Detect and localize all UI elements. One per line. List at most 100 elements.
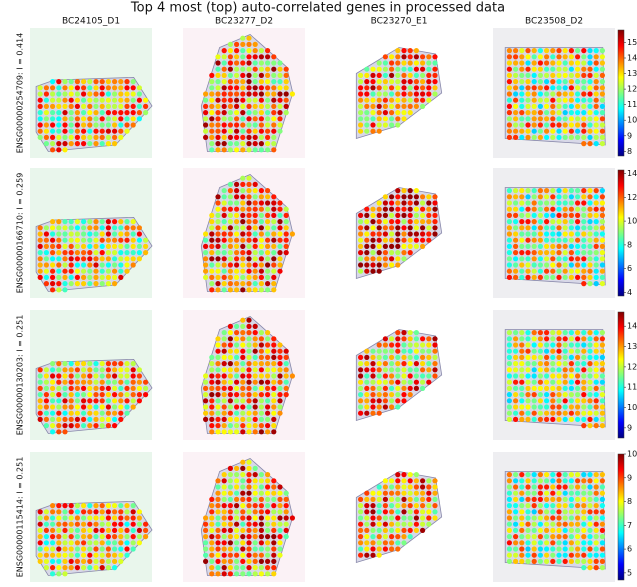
- spot: [209, 509, 214, 514]
- spot: [265, 472, 270, 477]
- spot: [246, 194, 251, 199]
- spot: [414, 244, 419, 249]
- spot: [246, 231, 251, 236]
- spot: [519, 98, 524, 103]
- spot: [414, 207, 419, 212]
- spot: [408, 110, 413, 115]
- spot: [395, 546, 400, 551]
- spot: [143, 110, 148, 115]
- spot: [69, 386, 74, 391]
- spot: [538, 546, 543, 551]
- spot: [581, 367, 586, 372]
- spot: [377, 116, 382, 121]
- spot: [277, 116, 282, 121]
- spot: [600, 491, 605, 496]
- spot: [408, 472, 413, 477]
- spot: [271, 336, 276, 341]
- spot: [75, 411, 80, 416]
- spot: [594, 91, 599, 96]
- spot: [395, 491, 400, 496]
- spot: [377, 515, 382, 520]
- spot: [44, 423, 49, 428]
- spot: [137, 225, 142, 230]
- spot: [581, 515, 586, 520]
- spot: [408, 509, 413, 514]
- colorbar-tick-label: 9: [627, 131, 632, 140]
- spot: [87, 85, 92, 90]
- spot: [265, 91, 270, 96]
- spot: [532, 342, 537, 347]
- spot: [364, 404, 369, 409]
- spot: [56, 281, 61, 286]
- spot: [532, 225, 537, 230]
- spot: [271, 565, 276, 570]
- spot: [569, 219, 574, 224]
- spot: [550, 509, 555, 514]
- spot: [106, 262, 111, 267]
- spot: [364, 392, 369, 397]
- spot: [56, 250, 61, 255]
- spot: [556, 355, 561, 360]
- spot: [519, 200, 524, 205]
- spot: [581, 275, 586, 280]
- colorbar: [618, 30, 624, 156]
- spot: [284, 392, 289, 397]
- spot: [56, 262, 61, 267]
- spot: [581, 386, 586, 391]
- spot: [234, 238, 239, 243]
- spot: [550, 122, 555, 127]
- spot: [259, 238, 264, 243]
- spot: [414, 491, 419, 496]
- colorbar-tick-label: 14: [627, 54, 637, 63]
- spot: [507, 250, 512, 255]
- spot: [575, 250, 580, 255]
- spot: [271, 116, 276, 121]
- spot: [203, 540, 208, 545]
- spot: [600, 336, 605, 341]
- spot: [271, 367, 276, 372]
- spot: [246, 79, 251, 84]
- spot: [124, 528, 129, 533]
- spot: [265, 147, 270, 152]
- spot: [240, 287, 245, 292]
- spot: [215, 141, 220, 146]
- spot: [556, 559, 561, 564]
- spot: [525, 417, 530, 422]
- spot: [271, 98, 276, 103]
- spot: [209, 565, 214, 570]
- spot: [50, 503, 55, 508]
- spot: [93, 522, 98, 527]
- spot: [271, 522, 276, 527]
- spot: [81, 380, 86, 385]
- spot: [538, 478, 543, 483]
- spot: [395, 48, 400, 53]
- spot: [56, 509, 61, 514]
- spot: [594, 553, 599, 558]
- spot: [587, 98, 592, 103]
- spot: [556, 522, 561, 527]
- spot: [377, 398, 382, 403]
- spot: [222, 509, 227, 514]
- column-title: BC23270_E1: [371, 17, 428, 27]
- spot: [401, 73, 406, 78]
- spot: [519, 269, 524, 274]
- spot: [383, 484, 388, 489]
- spot: [277, 484, 282, 489]
- colorbar-tick-label: 9: [627, 473, 632, 482]
- spot: [538, 67, 543, 72]
- spot: [228, 417, 233, 422]
- spot: [203, 528, 208, 533]
- spot: [525, 207, 530, 212]
- spot: [81, 85, 86, 90]
- spot: [364, 509, 369, 514]
- spot: [203, 104, 208, 109]
- spot: [507, 122, 512, 127]
- spot: [228, 423, 233, 428]
- spot: [563, 116, 568, 121]
- spot: [420, 207, 425, 212]
- spot: [389, 355, 394, 360]
- spot: [234, 91, 239, 96]
- spot: [370, 553, 375, 558]
- spot: [581, 91, 586, 96]
- spot: [395, 503, 400, 508]
